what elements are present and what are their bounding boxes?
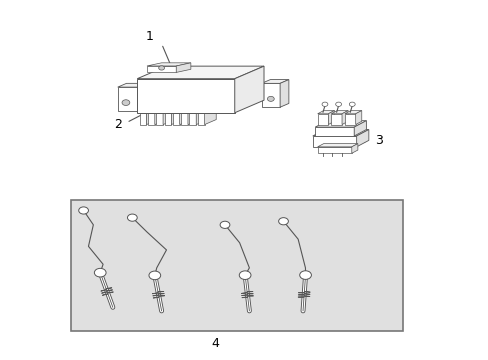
- Circle shape: [335, 102, 341, 107]
- Polygon shape: [137, 79, 234, 113]
- Polygon shape: [197, 108, 216, 113]
- Circle shape: [278, 218, 288, 225]
- Polygon shape: [355, 111, 361, 125]
- Circle shape: [239, 271, 250, 279]
- Polygon shape: [155, 108, 166, 125]
- Bar: [71, 200, 402, 330]
- Polygon shape: [156, 108, 174, 113]
- Polygon shape: [171, 108, 183, 125]
- Polygon shape: [317, 144, 357, 147]
- Polygon shape: [140, 108, 158, 113]
- Circle shape: [79, 207, 88, 214]
- Polygon shape: [147, 63, 190, 66]
- Text: 3: 3: [374, 134, 382, 147]
- Polygon shape: [146, 108, 158, 125]
- Polygon shape: [172, 113, 179, 125]
- Polygon shape: [140, 113, 146, 125]
- Polygon shape: [315, 127, 353, 136]
- Polygon shape: [147, 66, 176, 72]
- Polygon shape: [148, 113, 155, 125]
- Polygon shape: [187, 108, 199, 125]
- Polygon shape: [163, 108, 174, 125]
- Polygon shape: [164, 108, 183, 113]
- Polygon shape: [312, 136, 356, 147]
- Polygon shape: [351, 144, 357, 153]
- Polygon shape: [176, 63, 190, 72]
- Text: 4: 4: [211, 337, 219, 350]
- Circle shape: [348, 102, 354, 107]
- Polygon shape: [353, 121, 366, 136]
- Polygon shape: [328, 111, 334, 125]
- Circle shape: [299, 271, 311, 279]
- Circle shape: [127, 214, 137, 221]
- Polygon shape: [330, 111, 347, 114]
- Polygon shape: [204, 108, 216, 125]
- Polygon shape: [181, 108, 199, 113]
- Circle shape: [149, 271, 161, 280]
- Text: 2: 2: [114, 118, 122, 131]
- Polygon shape: [344, 111, 361, 114]
- Polygon shape: [261, 84, 280, 107]
- Polygon shape: [330, 114, 341, 125]
- Polygon shape: [137, 66, 264, 79]
- Polygon shape: [179, 108, 191, 125]
- Polygon shape: [234, 66, 264, 113]
- Polygon shape: [356, 130, 368, 147]
- Text: 1: 1: [145, 30, 153, 43]
- Circle shape: [94, 268, 106, 277]
- Polygon shape: [181, 113, 187, 125]
- Polygon shape: [341, 111, 347, 125]
- Circle shape: [220, 221, 229, 228]
- Circle shape: [322, 102, 327, 107]
- Polygon shape: [312, 130, 368, 136]
- Polygon shape: [315, 121, 366, 127]
- Polygon shape: [148, 108, 166, 113]
- Polygon shape: [189, 108, 207, 113]
- Polygon shape: [196, 108, 207, 125]
- Circle shape: [122, 100, 129, 105]
- Polygon shape: [172, 108, 191, 113]
- Polygon shape: [138, 84, 147, 111]
- Polygon shape: [118, 84, 147, 87]
- Circle shape: [267, 96, 274, 102]
- Polygon shape: [344, 114, 355, 125]
- Polygon shape: [317, 111, 334, 114]
- Polygon shape: [280, 80, 288, 107]
- Polygon shape: [261, 80, 288, 84]
- Polygon shape: [118, 87, 138, 111]
- Polygon shape: [317, 114, 328, 125]
- Polygon shape: [189, 113, 196, 125]
- Polygon shape: [197, 113, 204, 125]
- Polygon shape: [164, 113, 171, 125]
- Polygon shape: [317, 147, 351, 153]
- Circle shape: [158, 66, 164, 70]
- Polygon shape: [156, 113, 163, 125]
